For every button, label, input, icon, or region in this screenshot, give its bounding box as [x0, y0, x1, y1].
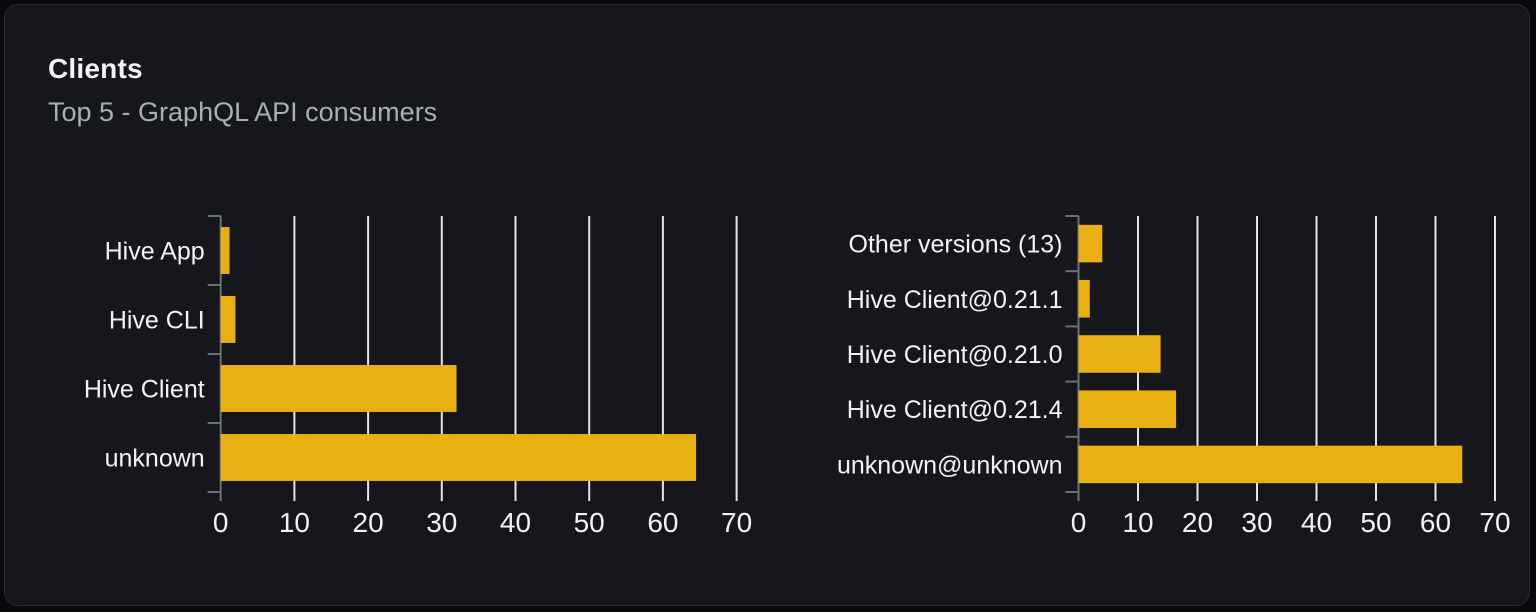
x-tick-label: 10	[1122, 507, 1153, 538]
x-tick-label: 70	[1479, 507, 1510, 538]
panel-subtitle: Top 5 - GraphQL API consumers	[48, 97, 438, 127]
bar[interactable]	[1078, 224, 1103, 263]
category-label: Hive Client@0.21.1	[847, 286, 1063, 314]
x-tick-label: 0	[213, 507, 229, 538]
x-tick-label: 0	[1071, 507, 1087, 538]
x-tick-label: 30	[1241, 507, 1272, 538]
category-label: Hive CLI	[109, 307, 205, 335]
x-tick-label: 60	[647, 507, 678, 538]
x-tick-label: 40	[1301, 507, 1332, 538]
x-tick-label: 50	[574, 507, 605, 538]
category-label: Hive Client@0.21.0	[847, 341, 1063, 369]
category-label: Hive App	[105, 238, 205, 266]
x-tick-label: 20	[1182, 507, 1213, 538]
category-label: Hive Client@0.21.4	[847, 396, 1063, 424]
category-label: Hive Client	[84, 376, 205, 404]
bar[interactable]	[220, 434, 697, 481]
bar[interactable]	[1078, 335, 1161, 373]
bar[interactable]	[220, 296, 236, 343]
x-tick-label: 30	[426, 507, 457, 538]
bar[interactable]	[1078, 445, 1463, 484]
x-tick-label: 40	[500, 507, 531, 538]
clients-bar-chart[interactable]: 0 10 20 30 40 50 60 70 Hive App Hive CLI Hive Clie…	[45, 200, 785, 550]
x-tick-label: 10	[279, 507, 310, 538]
x-tick-label: 70	[721, 507, 752, 538]
client-versions-chart[interactable]: 0 10 20 30 40 50 60 70 Other versions (13) Hive C…	[805, 200, 1536, 550]
bar[interactable]	[220, 365, 457, 412]
clients-panel: Clients Top 5 - GraphQL API consumers 0 1…	[4, 4, 1530, 606]
client-versions-bar-chart[interactable]: 0 10 20 30 40 50 60 70 Other versions (13) Hive C…	[805, 200, 1536, 550]
clients-chart[interactable]: 0 10 20 30 40 50 60 70 Hive App Hive CLI Hive Clie…	[45, 200, 785, 550]
bar[interactable]	[1078, 280, 1090, 318]
panel-title: Clients	[48, 53, 143, 84]
category-label: Other versions (13)	[849, 231, 1063, 259]
x-tick-label: 20	[353, 507, 384, 538]
category-label: unknown	[105, 445, 205, 473]
bar[interactable]	[1078, 390, 1177, 428]
x-tick-label: 50	[1360, 507, 1391, 538]
bar[interactable]	[220, 227, 230, 274]
x-tick-label: 60	[1420, 507, 1451, 538]
category-label: unknown@unknown	[837, 451, 1063, 479]
